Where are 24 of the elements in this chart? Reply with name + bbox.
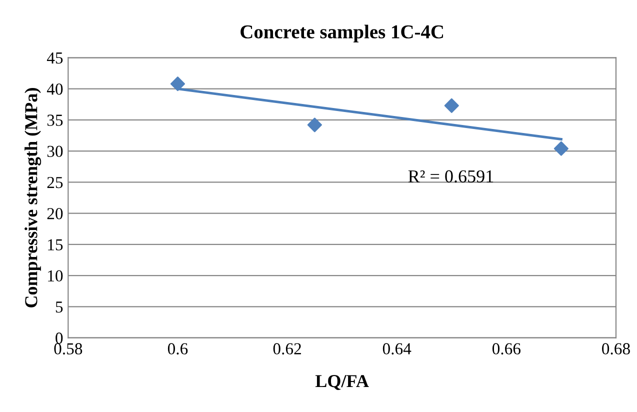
point <box>307 118 322 132</box>
y-axis-title: Compressive strength (MPa) <box>24 88 42 308</box>
y-tick-label: 0 <box>56 332 63 344</box>
y-tick-label: 40 <box>46 84 63 95</box>
y-tick-label: 30 <box>47 146 63 158</box>
y-tick-label: 5 <box>56 302 63 313</box>
x-axis-title: LQ/FA <box>315 375 369 390</box>
x-tick-label: 0.58 <box>54 343 82 355</box>
y-tick-label: 15 <box>48 239 63 250</box>
x-tick-label: 0.6 <box>168 343 188 355</box>
y-tick-label: 25 <box>47 176 63 188</box>
x-tick-label: 0.66 <box>492 343 520 355</box>
x-tick-label: 0.62 <box>273 343 301 355</box>
chart-title: Concrete samples 1C-4C <box>240 24 444 42</box>
y-tick-label: 20 <box>47 208 63 220</box>
point <box>170 76 186 92</box>
y-tick-label: 10 <box>48 270 63 282</box>
point <box>554 141 568 156</box>
y-tick-label: 35 <box>47 114 63 126</box>
x-tick-label: 0.64 <box>382 343 412 355</box>
y-tick-label: 45 <box>46 52 63 64</box>
annotation: R² = 0.6591 <box>408 170 494 183</box>
point <box>444 98 459 113</box>
x-tick-label: 0.68 <box>602 343 630 355</box>
